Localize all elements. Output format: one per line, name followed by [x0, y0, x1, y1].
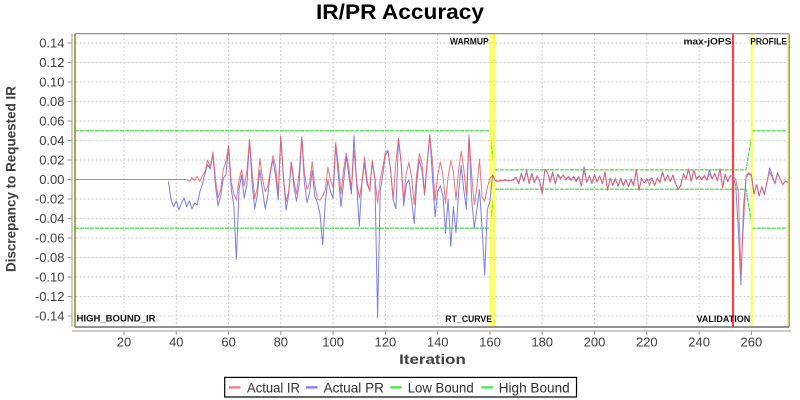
svg-text:PROFILE: PROFILE — [750, 36, 787, 47]
svg-text:HIGH_BOUND_IR: HIGH_BOUND_IR — [77, 314, 156, 325]
svg-text:260: 260 — [741, 335, 763, 350]
svg-text:0.12: 0.12 — [39, 55, 64, 70]
svg-text:0.04: 0.04 — [39, 133, 64, 148]
svg-text:0.06: 0.06 — [39, 114, 64, 129]
svg-text:0.10: 0.10 — [39, 75, 64, 90]
svg-text:Low Bound: Low Bound — [408, 379, 474, 395]
svg-text:-0.14: -0.14 — [35, 309, 65, 324]
svg-text:40: 40 — [169, 335, 183, 350]
svg-text:20: 20 — [117, 335, 131, 350]
svg-text:Iteration: Iteration — [399, 351, 466, 367]
svg-text:High Bound: High Bound — [499, 379, 570, 395]
svg-text:220: 220 — [636, 335, 658, 350]
svg-text:120: 120 — [375, 335, 397, 350]
svg-text:Actual PR: Actual PR — [324, 379, 385, 395]
svg-text:240: 240 — [688, 335, 710, 350]
svg-text:RT_CURVE: RT_CURVE — [445, 314, 492, 325]
svg-text:0.02: 0.02 — [39, 153, 64, 168]
svg-text:Actual IR: Actual IR — [247, 379, 300, 395]
svg-text:0.14: 0.14 — [39, 36, 64, 51]
svg-text:IR/PR Accuracy: IR/PR Accuracy — [316, 1, 484, 24]
svg-text:60: 60 — [221, 335, 235, 350]
svg-text:-0.04: -0.04 — [35, 211, 65, 226]
svg-text:-0.02: -0.02 — [35, 192, 65, 207]
svg-text:200: 200 — [584, 335, 606, 350]
svg-text:-0.08: -0.08 — [35, 250, 65, 265]
svg-text:VALIDATION: VALIDATION — [697, 314, 751, 325]
svg-text:-0.12: -0.12 — [35, 289, 65, 304]
svg-text:100: 100 — [322, 335, 344, 350]
svg-text:180: 180 — [531, 335, 553, 350]
svg-text:140: 140 — [427, 335, 449, 350]
svg-text:max-jOPS: max-jOPS — [684, 36, 732, 47]
svg-text:160: 160 — [479, 335, 501, 350]
svg-text:Discrepancy to Requested IR: Discrepancy to Requested IR — [3, 86, 19, 272]
svg-text:-0.06: -0.06 — [35, 231, 65, 246]
svg-text:0.00: 0.00 — [39, 172, 64, 187]
svg-text:WARMUP: WARMUP — [450, 36, 489, 47]
svg-text:80: 80 — [274, 335, 288, 350]
svg-text:0.08: 0.08 — [39, 94, 64, 109]
svg-text:-0.10: -0.10 — [35, 270, 65, 285]
